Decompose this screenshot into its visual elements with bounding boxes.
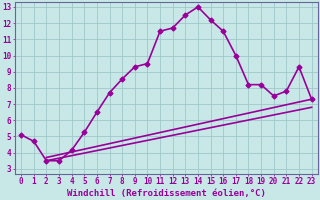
- X-axis label: Windchill (Refroidissement éolien,°C): Windchill (Refroidissement éolien,°C): [67, 189, 266, 198]
